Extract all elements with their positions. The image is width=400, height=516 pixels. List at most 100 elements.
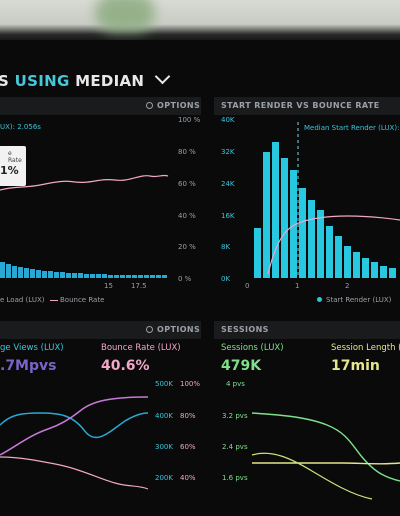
x-tick-1: 1 — [295, 282, 300, 290]
y-tick-r-2: 60 % — [178, 180, 196, 188]
x-tick-0: 0 — [245, 282, 250, 290]
median-start-render-annotation: Median Start Render (LUX): 1.203 — [304, 124, 400, 132]
bar — [335, 236, 342, 278]
chevron-down-icon[interactable] — [154, 68, 171, 85]
start-render-chart — [254, 122, 400, 278]
bar — [78, 273, 83, 278]
panel-title-start-render: START RENDER VS BOUNCE RATE — [221, 101, 380, 110]
bar — [263, 152, 270, 278]
bar — [290, 170, 297, 278]
bar — [150, 275, 155, 278]
bar — [344, 246, 351, 278]
bar — [96, 274, 101, 278]
y-tick-60: 60% — [180, 443, 196, 451]
bar — [54, 272, 59, 278]
panel-title-sessions: SESSIONS — [221, 325, 269, 334]
y-tick-4pvs: 4 pvs — [226, 380, 245, 388]
y-tick-1-6pvs: 1.6 pvs — [222, 474, 248, 482]
bar — [326, 226, 333, 278]
bar — [6, 264, 11, 278]
bar — [60, 272, 65, 278]
bounce-rate-line — [267, 215, 400, 275]
x-tick-15: 15 — [104, 282, 113, 290]
bar — [308, 200, 315, 278]
bar — [48, 271, 53, 278]
bar — [84, 274, 89, 278]
x-tick-2: 2 — [345, 282, 350, 290]
bar — [380, 266, 387, 278]
bar — [162, 275, 167, 278]
y-tick-r-4: 20 % — [178, 243, 196, 251]
y-tick-32k: 32K — [221, 148, 235, 156]
y-tick-300k: 300K — [155, 443, 173, 451]
y-tick-16k: 16K — [221, 212, 235, 220]
bar — [156, 275, 161, 278]
y-tick-40: 40% — [180, 474, 196, 482]
panel-header-top-right — [214, 97, 400, 115]
y-tick-100: 100% — [180, 380, 201, 388]
legend-bounce: Bounce Rate — [60, 296, 105, 304]
bar — [389, 268, 396, 278]
y-tick-80: 80% — [180, 412, 196, 420]
bar — [90, 274, 95, 278]
panel-header-bottom-right — [214, 321, 400, 339]
bounce-line — [0, 174, 169, 191]
y-tick-r-3: 40 % — [178, 212, 196, 220]
gear-icon — [146, 102, 153, 109]
tooltip-value: 1% — [0, 164, 19, 177]
bar — [281, 158, 288, 278]
bar — [42, 271, 47, 278]
bar — [108, 275, 113, 278]
title-suffix: MEDIAN — [75, 72, 145, 90]
legend-load: e Load (LUX) — [0, 296, 45, 304]
page-views-label: ge Views (LUX) — [0, 343, 64, 353]
bar — [18, 267, 23, 278]
sessions-value: 479K — [221, 358, 262, 374]
bar — [12, 266, 17, 278]
y-tick-200k: 200K — [155, 474, 173, 482]
options-button-bottom-left[interactable]: OPTIONS — [146, 325, 200, 334]
bar — [72, 273, 77, 278]
title-prefix: S — [0, 72, 10, 90]
y-tick-24k: 24K — [221, 180, 235, 188]
secondary-session-line — [251, 452, 373, 500]
y-tick-2-4pvs: 2.4 pvs — [222, 443, 248, 451]
tooltip-label: e Rate — [8, 150, 22, 164]
legend-start-render-text: Start Render (LUX) — [326, 296, 392, 304]
bar — [102, 274, 107, 278]
bar — [30, 269, 35, 278]
bar — [144, 275, 149, 278]
background-plant — [95, 0, 155, 32]
sessions-line — [251, 412, 400, 482]
y-tick-500k: 500K — [155, 380, 173, 388]
median-load-label: UX): 2.056s — [0, 123, 41, 131]
y-tick-0k: 0K — [221, 275, 231, 283]
y-tick-r-5: 0 % — [178, 275, 192, 283]
bar — [120, 275, 125, 278]
y-tick-3-2pvs: 3.2 pvs — [222, 412, 248, 420]
load-bounce-chart — [0, 174, 169, 278]
legend-start-render: Start Render (LUX) — [317, 296, 391, 304]
bar — [254, 228, 261, 278]
panel-header-bottom-left — [0, 321, 201, 339]
bar — [132, 275, 137, 278]
legend-bounce-swatch — [50, 296, 58, 304]
views-bounce-chart — [0, 396, 149, 490]
bounce-trend-line — [0, 396, 149, 456]
bar — [272, 142, 279, 278]
bar — [371, 262, 378, 278]
sessions-label: Sessions (LUX) — [221, 343, 284, 353]
session-length-value: 17min — [331, 358, 380, 374]
session-length-line — [251, 462, 400, 465]
y-tick-400k: 400K — [155, 412, 173, 420]
y-tick-40k: 40K — [221, 116, 235, 124]
bar — [317, 210, 324, 278]
y-tick-8k: 8K — [221, 243, 231, 251]
bar — [0, 262, 5, 278]
dashboard-title[interactable]: S USING MEDIAN — [0, 68, 171, 90]
session-length-label: Session Length (LU — [331, 343, 400, 353]
bar — [24, 268, 29, 278]
bar — [353, 252, 360, 278]
gear-icon — [146, 326, 153, 333]
options-button-top-left[interactable]: OPTIONS — [146, 101, 200, 110]
